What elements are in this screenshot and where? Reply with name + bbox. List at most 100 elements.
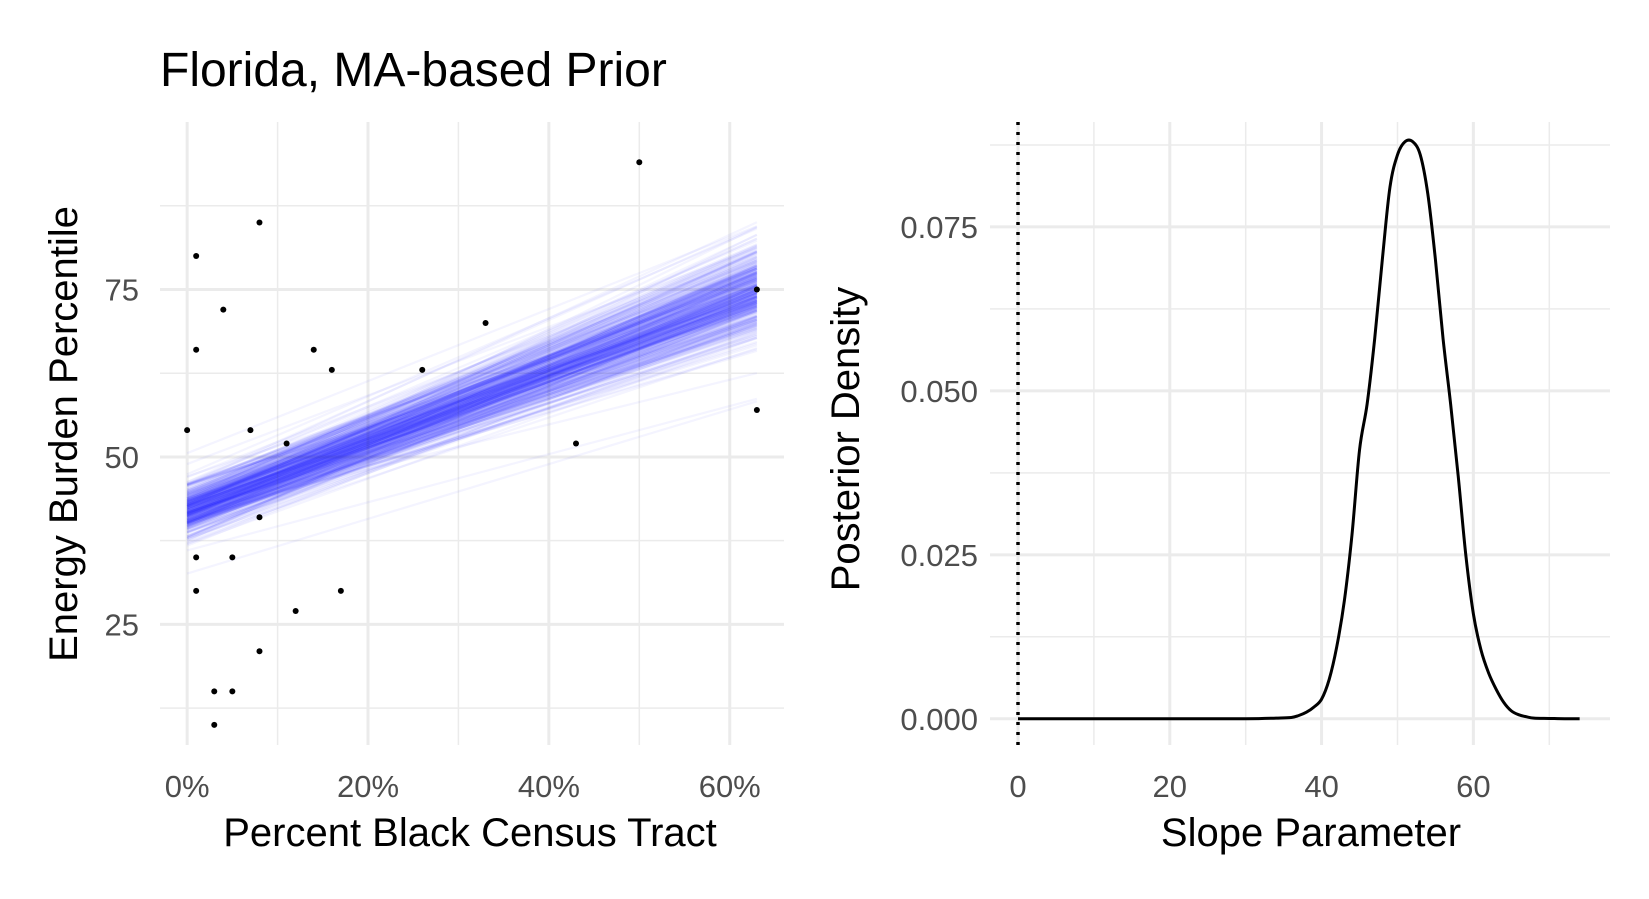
posterior-line: [186, 264, 758, 525]
posterior-line: [186, 284, 758, 522]
posterior-line: [186, 275, 758, 503]
posterior-line: [186, 259, 758, 500]
posterior-line: [186, 318, 758, 496]
posterior-line: [186, 270, 758, 507]
posterior-line: [186, 291, 758, 517]
posterior-line: [186, 296, 758, 522]
posterior-line: [186, 321, 758, 530]
posterior-line: [186, 243, 758, 490]
posterior-line: [186, 292, 758, 508]
posterior-line: [186, 292, 758, 523]
data-point: [211, 688, 218, 695]
posterior-line: [186, 265, 758, 505]
posterior-line: [186, 226, 758, 508]
posterior-line: [186, 321, 758, 514]
posterior-line: [186, 277, 758, 489]
posterior-line: [186, 318, 758, 509]
posterior-line: [186, 301, 758, 517]
posterior-line: [186, 278, 758, 498]
data-point: [419, 366, 426, 373]
posterior-line: [186, 301, 758, 524]
posterior-line: [186, 276, 758, 494]
posterior-line: [186, 284, 758, 506]
posterior-line: [186, 273, 758, 511]
posterior-line: [186, 337, 758, 546]
posterior-line: [186, 287, 758, 504]
posterior-line: [186, 280, 758, 493]
posterior-line: [186, 283, 758, 503]
x-tick-label: 60%: [699, 769, 761, 804]
data-point: [229, 688, 236, 695]
posterior-line: [186, 262, 758, 504]
posterior-line: [186, 296, 758, 512]
posterior-line: [186, 315, 758, 531]
data-point: [636, 159, 643, 166]
posterior-line: [186, 318, 758, 525]
posterior-line: [186, 292, 758, 521]
posterior-line: [186, 308, 758, 501]
posterior-line: [186, 294, 758, 502]
posterior-line: [186, 281, 758, 514]
posterior-line: [186, 314, 758, 527]
posterior-line: [186, 297, 758, 508]
posterior-regression-lines: [186, 221, 758, 575]
posterior-line: [186, 271, 758, 505]
posterior-line: [186, 319, 758, 525]
posterior-line: [186, 269, 758, 493]
posterior-line: [186, 306, 758, 522]
posterior-line: [186, 283, 758, 512]
posterior-line: [186, 272, 758, 502]
posterior-line: [186, 320, 758, 528]
posterior-line: [186, 233, 758, 520]
posterior-line: [186, 298, 758, 507]
posterior-line: [186, 336, 758, 534]
posterior-line: [186, 267, 758, 505]
left-chart-title: Florida, MA-based Prior: [160, 44, 667, 97]
x-tick-label: 0%: [165, 769, 210, 804]
posterior-line: [186, 295, 758, 495]
posterior-line: [186, 299, 758, 487]
posterior-line: [186, 270, 758, 512]
posterior-line: [186, 304, 758, 515]
posterior-line: [186, 317, 758, 519]
posterior-line: [186, 323, 758, 544]
posterior-line: [186, 305, 758, 512]
posterior-line: [186, 296, 758, 543]
data-points: [184, 159, 760, 728]
posterior-line: [186, 329, 758, 519]
posterior-line: [186, 225, 758, 455]
posterior-line: [186, 323, 758, 518]
posterior-line: [186, 333, 758, 523]
posterior-line: [186, 314, 758, 510]
posterior-line: [186, 282, 758, 495]
posterior-line: [186, 264, 758, 501]
posterior-line: [186, 334, 758, 520]
posterior-line: [186, 291, 758, 502]
posterior-line: [186, 326, 758, 522]
posterior-line: [186, 303, 758, 518]
data-point: [229, 554, 236, 561]
posterior-line: [186, 284, 758, 540]
posterior-line: [186, 244, 758, 497]
posterior-line: [186, 305, 758, 515]
posterior-line: [186, 295, 758, 521]
data-point: [220, 306, 227, 313]
posterior-line: [186, 267, 758, 506]
posterior-line: [186, 298, 758, 509]
posterior-line: [186, 279, 758, 514]
posterior-line: [186, 295, 758, 523]
posterior-line: [186, 305, 758, 510]
posterior-line: [186, 264, 758, 497]
posterior-line: [186, 309, 758, 533]
posterior-line: [186, 270, 758, 503]
posterior-line: [186, 305, 758, 500]
posterior-line: [186, 287, 758, 500]
posterior-line: [186, 299, 758, 513]
posterior-line: [186, 308, 758, 513]
posterior-line: [186, 301, 758, 529]
posterior-line: [186, 298, 758, 519]
posterior-line: [186, 247, 758, 503]
posterior-line: [186, 283, 758, 524]
posterior-line: [186, 306, 758, 513]
posterior-line: [186, 266, 758, 500]
